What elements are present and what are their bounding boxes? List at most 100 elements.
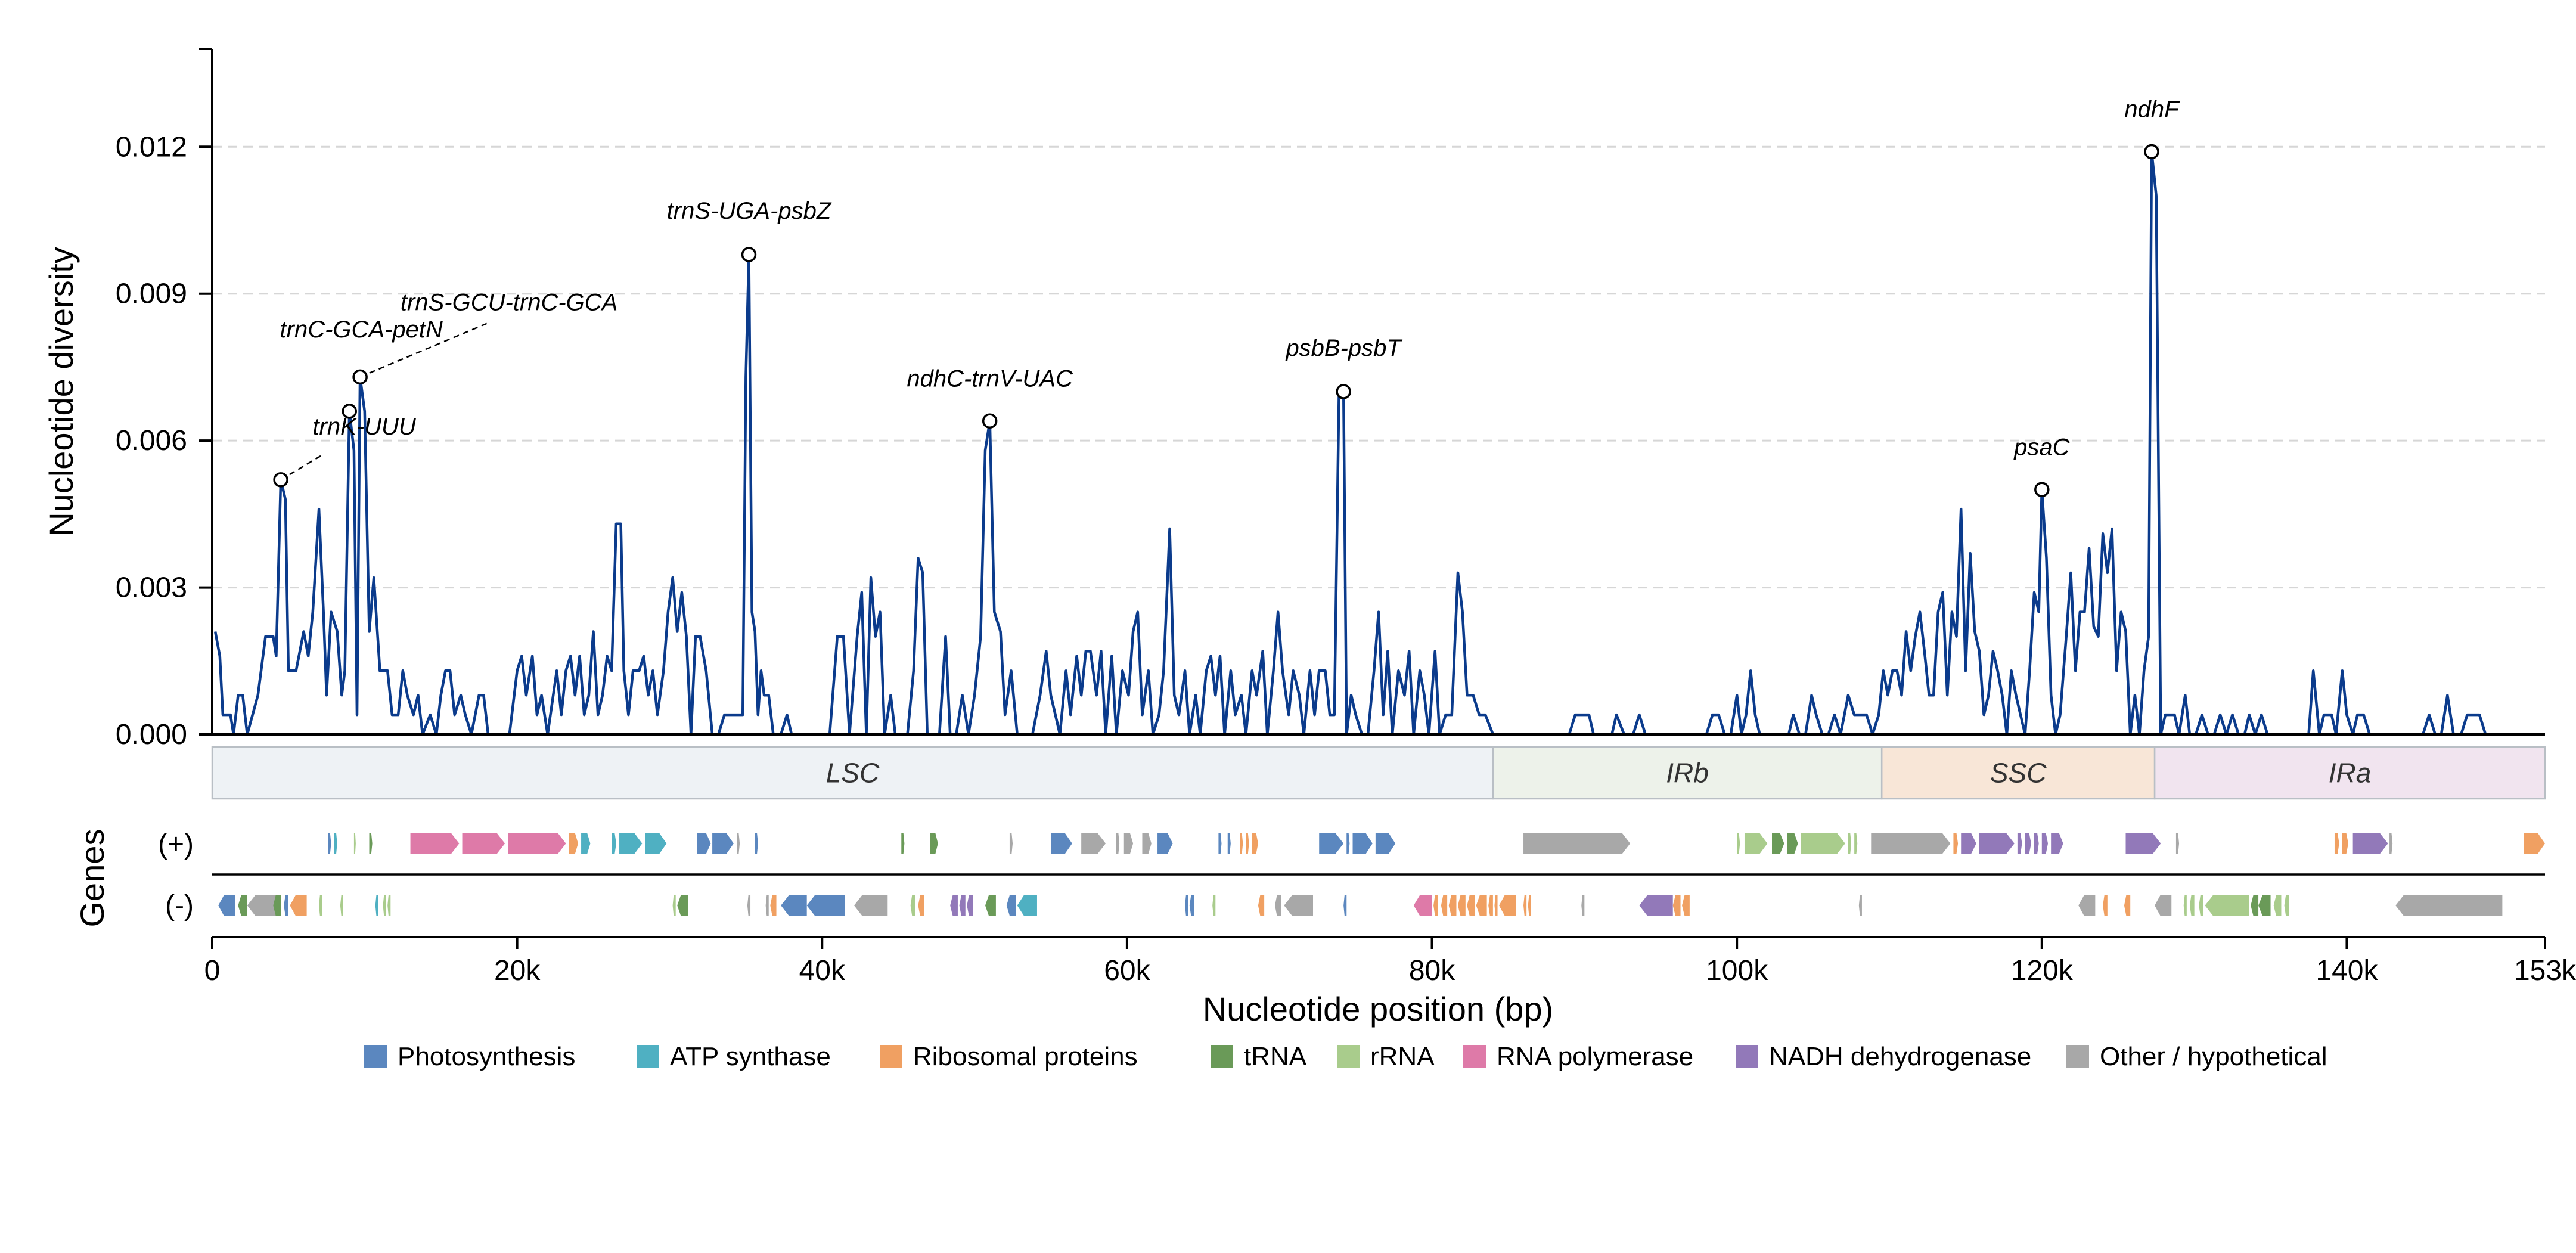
gene-track-title: Genes (73, 829, 111, 928)
peak-marker (352, 369, 368, 385)
gene-block (1854, 833, 1858, 854)
gene-block (1413, 895, 1432, 916)
gene-block (319, 895, 322, 916)
peak-marker (2034, 482, 2050, 498)
legend-label: RNA polymerase (1497, 1042, 1693, 1071)
peak-marker (273, 472, 288, 488)
gene-block (1116, 833, 1120, 854)
gene-block (1737, 833, 1740, 854)
gene-block (1185, 895, 1188, 916)
region-label: IRb (1666, 758, 1709, 789)
gene-block (1006, 895, 1016, 916)
y-tick-label: 0.003 (116, 572, 187, 604)
x-tick-label: 153k (2514, 955, 2576, 987)
gene-block (1523, 895, 1527, 916)
gene-block (2389, 833, 2393, 854)
gene-block (1157, 833, 1173, 854)
gene-block (619, 833, 643, 854)
gene-block (1448, 895, 1457, 916)
region-label: LSC (826, 758, 880, 789)
gene-block (1682, 895, 1690, 916)
gene-block (1467, 895, 1475, 916)
x-tick-label: 0 (204, 955, 221, 987)
legend-label: Other / hypothetical (2100, 1042, 2327, 1071)
x-tick-label: 40k (799, 955, 846, 987)
peak-label: trnC-GCA-petN (280, 317, 443, 343)
axes: 0.000 0.003 0.006 0.009 0.012 0 20k 40k 60k 80k 10… (116, 48, 2576, 987)
region-label: IRa (2329, 758, 2372, 789)
gene-block (1961, 833, 1976, 854)
gene-block (1581, 895, 1585, 916)
gene-block (1433, 895, 1438, 916)
gene-block (2183, 895, 2187, 916)
gene-block (930, 833, 938, 854)
diversity-line (213, 150, 2545, 736)
legend-label: Ribosomal proteins (913, 1042, 1138, 1071)
gene-block (1050, 833, 1072, 854)
peak-label: psaC (2013, 434, 2070, 460)
grid-lines (212, 145, 2545, 589)
gene-block (238, 895, 247, 916)
peak-label: psbB-psbT (1285, 335, 1402, 361)
minus-strand-label: (-) (165, 890, 194, 922)
legend-swatch (1337, 1045, 1360, 1068)
gene-block (1848, 833, 1852, 854)
gene-block (2334, 833, 2339, 854)
peak-marker (982, 413, 998, 429)
gene-block (1672, 895, 1681, 916)
region-label: SSC (1990, 758, 2047, 789)
gene-block (410, 833, 460, 854)
gene-block (2199, 895, 2203, 916)
legend-label: NADH dehydrogenase (1769, 1042, 2031, 1071)
gene-block (1772, 833, 1784, 854)
gene-block (612, 833, 616, 854)
gene-block (2051, 833, 2063, 854)
gene-block (2352, 833, 2388, 854)
gene-block (1871, 833, 1951, 854)
gene-block (1212, 895, 1216, 916)
peak-label: ndhF (2124, 97, 2180, 123)
gene-block (737, 833, 740, 854)
region-block (211, 746, 1494, 800)
gene-block (1319, 833, 1344, 854)
gene-block (1523, 833, 1631, 854)
region-block (1880, 746, 2156, 800)
legend-swatch (1211, 1045, 1233, 1068)
gene-block (1744, 833, 1768, 854)
gene-block (1494, 895, 1498, 916)
gene-block (1189, 895, 1194, 916)
gene-block (2034, 833, 2039, 854)
gene-block (645, 833, 667, 854)
legend-swatch (364, 1045, 387, 1068)
gene-block (1375, 833, 1396, 854)
legend-swatch (1463, 1045, 1486, 1068)
y-tick-label: 0.000 (116, 719, 187, 750)
plus-strand-label: (+) (158, 829, 194, 860)
y-tick-label: 0.012 (116, 131, 187, 163)
gene-block (375, 895, 378, 916)
legend-swatch (2066, 1045, 2089, 1068)
gene-block (2103, 895, 2108, 916)
peak-marker (2144, 144, 2159, 160)
gene-block (284, 895, 288, 916)
gene-block (1123, 833, 1134, 854)
gene-block (2155, 895, 2172, 916)
gene-block (569, 833, 578, 854)
gene-block (581, 833, 591, 854)
gene-block (1218, 833, 1222, 854)
gene-block (1979, 833, 2015, 854)
gene-block (672, 895, 676, 916)
peak-label: trnS-GCU-trnC-GCA (401, 289, 617, 315)
peak-marker (342, 404, 357, 419)
gene-block (901, 833, 905, 854)
gene-block (1343, 895, 1347, 916)
gene-block (2258, 895, 2271, 916)
gene-block (1801, 833, 1845, 854)
gene-block (1275, 895, 1281, 916)
gene-block (290, 895, 307, 916)
annotation-leader (359, 322, 488, 378)
gene-block (2205, 895, 2249, 916)
gene-block (1017, 895, 1037, 916)
gene-block (508, 833, 566, 854)
